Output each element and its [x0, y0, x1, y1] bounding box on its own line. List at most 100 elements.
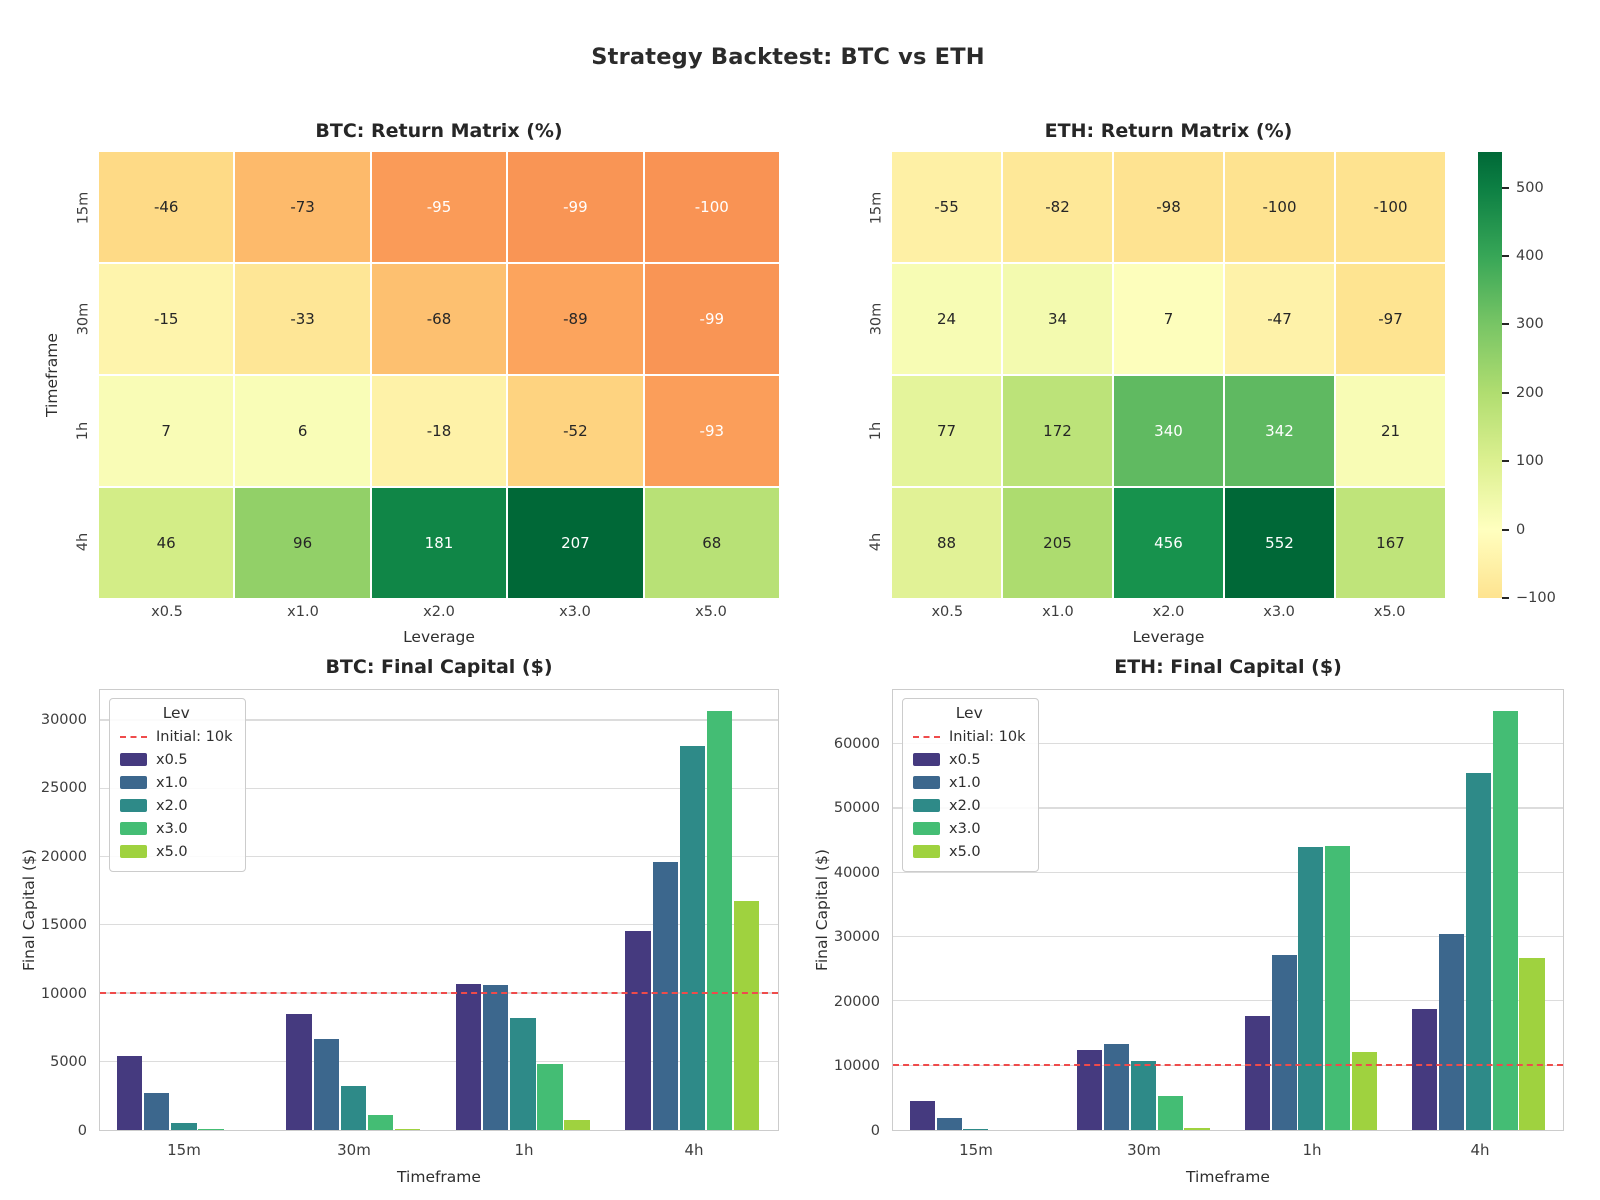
heatmap-cell: -73 — [235, 152, 370, 262]
heatmap-cell: -95 — [371, 152, 507, 262]
legend-swatch — [913, 753, 940, 766]
heatmap-cell: 6 — [235, 376, 370, 486]
heatmap-row-label-text: 15m — [868, 191, 885, 225]
colorbar-tick — [1502, 323, 1509, 326]
heatmap-cell: -52 — [508, 376, 643, 486]
legend-label: x1.0 — [949, 774, 981, 791]
heatmap-grid: -46 -73 -95 -99 -100 -15 -33 -68 -89 -99 7 6 -18 -52-… — [99, 152, 779, 598]
y-tick-label: 10000 — [833, 1058, 880, 1075]
x-tick-label: 30m — [337, 1141, 371, 1159]
legend-label: x5.0 — [156, 843, 188, 860]
gridline — [893, 871, 1563, 873]
x-axis-label: Leverage — [403, 628, 475, 646]
heatmap-row-label: 30m — [67, 264, 100, 376]
legend-item: x2.0 — [120, 794, 232, 817]
legend-swatch — [120, 845, 147, 858]
gridline — [100, 924, 778, 926]
subplot-title: BTC: Final Capital ($) — [325, 656, 553, 678]
heatmap-cell: 207 — [508, 488, 643, 598]
heatmap-col-label: x5.0 — [695, 604, 727, 620]
bar — [733, 900, 760, 1130]
legend-label: x5.0 — [949, 843, 981, 860]
y-tick-label: 50000 — [833, 800, 880, 817]
heatmap-row-labels: 15m 30m 1h 4h — [67, 152, 91, 598]
plot-area: Lev Initial: 10k x0.5 x1.0 x2.0 x3.0 x5.0 — [99, 689, 779, 1131]
heatmap-cell: -89 — [508, 264, 643, 374]
x-tick-label: 15m — [167, 1141, 201, 1159]
heatmap-cell: 172 — [1003, 376, 1112, 486]
heatmap-cell: -68 — [371, 264, 507, 374]
y-tick-labels: 0 5000 10000 15000 20000 25000 30000 — [27, 689, 87, 1139]
y-tick-label: 60000 — [833, 735, 880, 752]
bar — [1104, 1043, 1130, 1130]
heatmap-col-labels: x0.5 x1.0 x2.0 x3.0 x5.0 — [892, 604, 1445, 620]
heatmap-row-label-text: 30m — [868, 302, 885, 336]
gridline — [893, 743, 1563, 745]
heatmap-row-label: 30m — [860, 264, 893, 376]
bar — [340, 1086, 367, 1130]
gridline — [100, 855, 778, 858]
bar — [144, 1093, 170, 1130]
heatmap-col-label: x2.0 — [1152, 604, 1185, 620]
heatmap-cell: -33 — [235, 264, 370, 374]
bar — [936, 1118, 962, 1130]
y-tick-label: 20000 — [40, 848, 87, 865]
bar — [483, 985, 509, 1130]
colorbar-tick-label: 100 — [1516, 453, 1544, 470]
legend-item: x3.0 — [120, 817, 232, 840]
legend-item: x0.5 — [913, 748, 1025, 771]
y-tick-labels: 0 10000 20000 30000 40000 50000 60000 — [820, 689, 880, 1139]
subplot-title: ETH: Final Capital ($) — [1114, 656, 1342, 678]
heatmap-cell: 88 — [892, 488, 1001, 598]
y-tick-label: 30000 — [40, 711, 87, 728]
heatmap-cell: 34 — [1003, 264, 1112, 374]
heatmap-cell: 7 — [1114, 264, 1223, 374]
bar — [679, 746, 706, 1130]
heatmap-col-label: x5.0 — [1373, 604, 1406, 620]
bar — [1492, 710, 1518, 1130]
colorbar-tick — [1502, 254, 1509, 257]
heatmap-row-labels: 15m 30m 1h 4h — [860, 152, 884, 598]
heatmap-cell: 7 — [99, 376, 234, 486]
legend-swatch — [120, 799, 147, 812]
subplot-title: ETH: Return Matrix (%) — [1044, 120, 1293, 142]
x-tick-label: 4h — [684, 1141, 704, 1159]
legend-item: x2.0 — [913, 794, 1025, 817]
heatmap-cell: -15 — [99, 264, 234, 374]
legend-swatch — [913, 799, 940, 812]
bar — [1439, 933, 1465, 1130]
heatmap-cell: -93 — [644, 376, 779, 486]
colorbar: 500 400 300 200 100 0 −100 — [1478, 152, 1556, 606]
heatmap-cell: 167 — [1336, 488, 1445, 598]
colorbar-tick-label: 500 — [1516, 179, 1544, 196]
heatmap-cell: -46 — [99, 152, 234, 262]
legend-item: x0.5 — [120, 748, 232, 771]
heatmap-row-label-text: 1h — [75, 421, 92, 440]
legend-label: x1.0 — [156, 774, 188, 791]
heatmap-row-label: 4h — [67, 487, 100, 599]
bar — [1465, 772, 1491, 1130]
heatmap-cell: -100 — [1336, 152, 1445, 262]
colorbar-tick — [1502, 528, 1509, 531]
y-tick-label: 30000 — [833, 929, 880, 946]
colorbar-gradient — [1478, 152, 1502, 598]
y-axis-label: Timeframe — [43, 333, 61, 417]
heatmap-cell: -100 — [644, 152, 779, 262]
heatmap-cell: -99 — [508, 152, 643, 262]
heatmap-cell: 68 — [644, 488, 779, 598]
legend-label: x0.5 — [156, 751, 188, 768]
colorbar-tick-label: 200 — [1516, 384, 1544, 401]
heatmap-cell: -18 — [371, 376, 507, 486]
heatmap-cell: -47 — [1225, 264, 1334, 374]
heatmap-cell: -98 — [1114, 152, 1223, 262]
heatmap-row-label: 1h — [860, 375, 893, 487]
heatmap-row-label: 15m — [67, 152, 100, 264]
legend-item: x5.0 — [120, 840, 232, 863]
legend: Lev Initial: 10k x0.5 x1.0 x2.0 x3.0 x5.0 — [902, 698, 1040, 872]
x-tick-labels: 15m 30m 1h 4h — [892, 1141, 1564, 1159]
heatmap-row-label: 1h — [67, 375, 100, 487]
initial-capital-line — [100, 991, 778, 994]
y-tick-label: 20000 — [833, 993, 880, 1010]
bar — [1412, 1009, 1438, 1130]
